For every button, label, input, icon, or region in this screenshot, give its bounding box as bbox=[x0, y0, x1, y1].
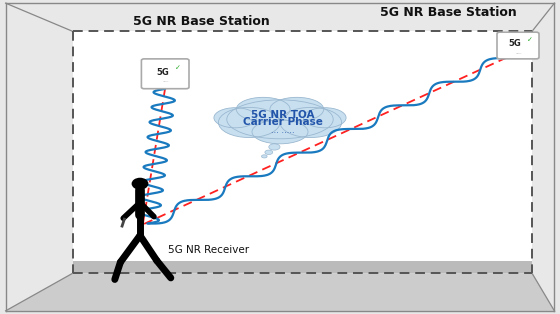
Bar bbox=[73, 261, 532, 273]
Ellipse shape bbox=[262, 155, 267, 158]
Ellipse shape bbox=[218, 107, 280, 138]
Ellipse shape bbox=[265, 150, 273, 154]
Ellipse shape bbox=[270, 97, 324, 121]
Ellipse shape bbox=[304, 108, 346, 128]
Text: 5G NR Base Station: 5G NR Base Station bbox=[133, 15, 270, 29]
Ellipse shape bbox=[252, 120, 308, 144]
Ellipse shape bbox=[227, 100, 333, 139]
FancyBboxPatch shape bbox=[141, 59, 189, 89]
Text: ... .....: ... ..... bbox=[271, 126, 295, 135]
Text: ___: ___ bbox=[515, 51, 521, 54]
Ellipse shape bbox=[280, 107, 342, 138]
Text: 5G NR TOA: 5G NR TOA bbox=[251, 110, 315, 120]
Text: 5G: 5G bbox=[156, 68, 169, 77]
Bar bbox=[73, 31, 532, 273]
Ellipse shape bbox=[132, 178, 148, 190]
Text: 5G NR Base Station: 5G NR Base Station bbox=[380, 6, 516, 19]
Text: ___: ___ bbox=[162, 79, 169, 83]
Text: 5G: 5G bbox=[509, 40, 521, 48]
Text: 5G NR Receiver: 5G NR Receiver bbox=[168, 245, 249, 255]
Ellipse shape bbox=[236, 97, 290, 121]
Text: Carrier Phase: Carrier Phase bbox=[243, 117, 323, 127]
Text: ✓: ✓ bbox=[528, 37, 533, 43]
Polygon shape bbox=[6, 273, 554, 311]
Text: ✓: ✓ bbox=[175, 65, 180, 71]
Ellipse shape bbox=[214, 108, 256, 128]
FancyBboxPatch shape bbox=[497, 32, 539, 59]
Ellipse shape bbox=[269, 144, 280, 150]
